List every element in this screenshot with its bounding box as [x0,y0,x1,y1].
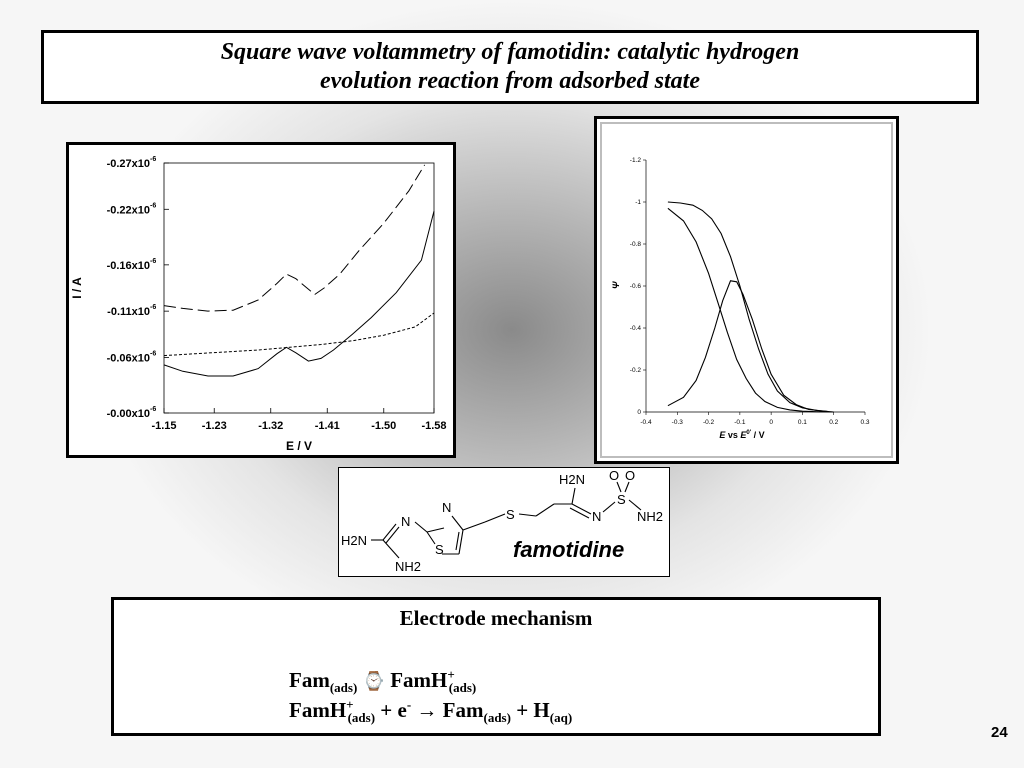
y-tick-exponent: -6 [150,258,156,265]
mechanism-title: Electrode mechanism [399,606,593,630]
y-tick-label: -0.6 [630,283,642,290]
x-tick-label: -0.2 [703,419,715,426]
y-tick-exponent: -6 [150,156,156,163]
x-tick-label: -0.3 [672,419,684,426]
atom-o2: O [625,468,635,483]
title-line-2: evolution reaction from adsorbed state [319,68,700,94]
arrow-icon: → [411,698,443,722]
y-tick-label: -0.16x10 [107,260,150,272]
atom-n-imine: N [401,514,410,529]
y-tick-label: 0 [637,409,641,416]
plot-frame [163,162,435,414]
atom-n-sulf: N [592,509,601,524]
y-tick-label: -0.8 [630,241,642,248]
psi-series-1 [667,207,834,413]
y-tick-label: -0.2 [630,367,642,374]
equilibrium-icon: ⌚ [362,671,385,692]
mechanism-equation-1: Fam(ads) ⌚ FamH+(ads) [289,667,477,696]
x-tick-label: -1.50 [371,420,396,432]
voltammogram-svg: -1.15 -1.23 -1.32 -1.41 -1.50 -1.58-0.27x10 -6… [70,156,447,453]
title-line-1: Square wave voltammetry of famotidin: ca… [220,39,800,65]
slide-title: Square wave voltammetry of famotidin: ca… [41,30,979,104]
x-tick-label: 0.1 [798,419,807,426]
atom-o1: O [609,468,619,483]
simulation-chart: -0.4 -0.3 -0.2 -0.1 0 0.1 0.2 0.3 -1.2 -1 -0.8 -0.6… [594,116,899,464]
voltammogram-series-long-dash [163,164,426,312]
structure-svg: H2N NH2 N N S S H2N N S O O NH2 famotidi… [341,468,663,574]
x-tick-label: -1.23 [202,420,227,432]
mechanism-box: Electrode mechanism Fam(ads) ⌚ FamH+(ads… [111,597,881,736]
y-tick-label: -0.4 [630,325,642,332]
atom-n-ring: N [442,500,451,515]
x-tick-label: -1.58 [421,420,446,432]
y-tick-label: -1.2 [630,157,642,164]
mechanism-equation-2: FamH+(ads) + e- → Fam(ads) + H(aq) [289,697,573,726]
x-axis-label: E / V [286,439,312,453]
x-tick-label: -1.41 [315,420,340,432]
atom-s-chain: S [506,507,515,522]
x-tick-label: 0.3 [860,419,869,426]
atom-nh2-right: NH2 [637,509,663,524]
famotidine-structure: H2N NH2 N N S S H2N N S O O NH2 famotidi… [338,467,670,577]
x-axis-label: E vs E0' / V [719,430,764,440]
y-tick-label: -0.06x10 [107,352,150,364]
x-tick-label: -0.4 [640,419,652,426]
psi-series-3 [667,280,828,412]
voltammogram-series-solid [163,210,435,377]
y-tick-label: -0.27x10 [107,158,150,170]
y-tick-label: -0.00x10 [107,408,150,420]
x-tick-label: 0.2 [829,419,838,426]
voltammogram-chart: -1.15 -1.23 -1.32 -1.41 -1.50 -1.58 -0.27x10 -6… [66,142,456,458]
voltammogram-series-short-dash [163,312,435,357]
y-tick-exponent: -6 [150,406,156,413]
structure-atoms: H2N NH2 N N S S H2N N S O O NH2 [341,468,663,574]
psi-series-2 [667,201,834,413]
structure-label: famotidine [513,537,624,562]
page-number: 24 [991,724,1008,741]
x-tick-label: -1.15 [151,420,176,432]
y-tick-label: -0.22x10 [107,204,150,216]
y-tick-label: -1 [635,199,641,206]
y-tick-exponent: -6 [150,304,156,311]
structure-bonds [371,481,642,559]
atom-s-ring: S [435,542,444,557]
atom-s-sulf: S [617,492,626,507]
atom-nh2-bottom: NH2 [395,559,421,574]
simulation-svg: -0.4 -0.3 -0.2 -0.1 0 0.1 0.2 0.3 -1.2 -1 -0.8 -0.6… [611,157,870,440]
y-tick-label: -0.11x10 [107,306,150,318]
psi-axis-label: Ψ [611,281,621,289]
atom-h2n-top: H2N [559,472,585,487]
x-tick-label: 0 [769,419,773,426]
y-tick-exponent: -6 [150,202,156,209]
atom-h2n-left: H2N [341,533,367,548]
y-tick-exponent: -6 [150,350,156,357]
x-tick-label: -1.32 [258,420,283,432]
x-tick-label: -0.1 [734,419,746,426]
simulation-chart-frame: -0.4 -0.3 -0.2 -0.1 0 0.1 0.2 0.3 -1.2 -1 -0.8 -0.6… [600,122,893,458]
y-axis-label: I / A [70,277,84,299]
